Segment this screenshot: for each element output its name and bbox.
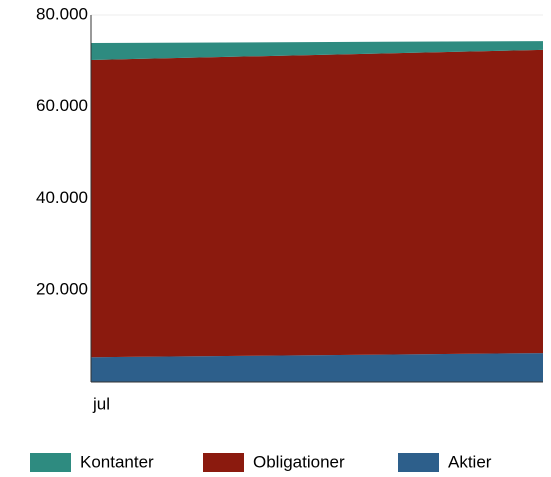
y-tick-label: 20.000 bbox=[36, 280, 88, 299]
y-tick-label: 80.000 bbox=[36, 4, 88, 23]
y-tick-label: 60.000 bbox=[36, 96, 88, 115]
area bbox=[91, 41, 543, 60]
legend-label: Aktier bbox=[448, 452, 492, 471]
legend-swatch bbox=[203, 453, 244, 472]
legend-label: Kontanter bbox=[80, 452, 154, 471]
legend-label: Obligationer bbox=[253, 452, 345, 471]
legend-swatch bbox=[30, 453, 71, 472]
area bbox=[91, 49, 543, 358]
x-tick-label: jul bbox=[92, 394, 110, 413]
legend-swatch bbox=[398, 453, 439, 472]
y-tick-label: 40.000 bbox=[36, 188, 88, 207]
area bbox=[91, 353, 543, 382]
